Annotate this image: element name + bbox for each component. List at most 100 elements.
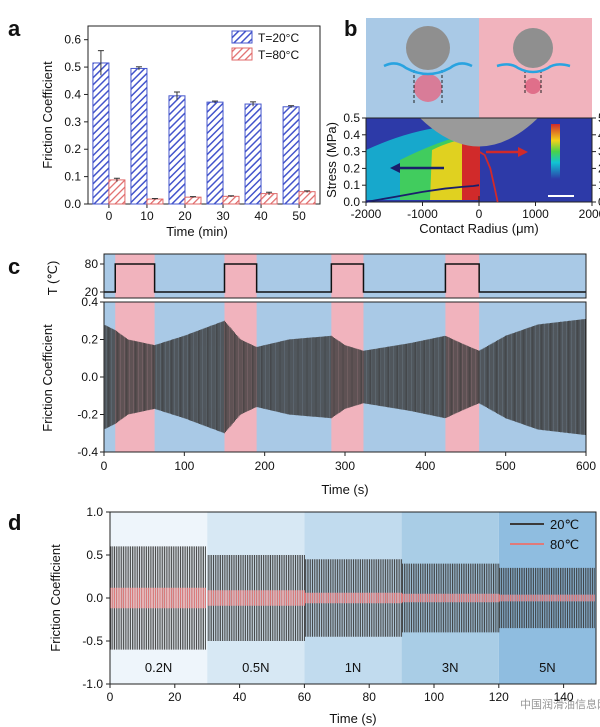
chart-b-ytick-label: 0.4 (343, 128, 360, 142)
bar-20c (168, 95, 186, 205)
legend-swatch-20c (231, 30, 253, 44)
chart-b-xtick-label: -2000 (351, 207, 382, 221)
chart-b-xtick-label: 1000 (522, 207, 549, 221)
chart-b: -2000 -1000 0 1000 2000 0.0 0.1 0.2 0.3 0.4 0.5 0 1 2… (324, 18, 600, 236)
chart-c-ttick-label: 80 (85, 257, 99, 271)
bar-80c (184, 196, 202, 205)
chart-c-ytick-label: 0.2 (81, 333, 98, 347)
bar-80c (146, 198, 164, 205)
chart-a-ytick-label: 0.3 (64, 115, 81, 129)
fem-arrowhead-left (390, 163, 400, 173)
schematic-membrane-cold (383, 62, 473, 76)
chart-b-xtick-label: 2000 (579, 207, 600, 221)
load-segment-label: 1N (345, 660, 362, 675)
chart-b-y2tick-label: 4 (598, 128, 600, 142)
hot-interval-friction (224, 302, 257, 452)
bar-80c (222, 195, 240, 205)
bar-80c (108, 179, 126, 205)
legend-swatch-80c (231, 47, 253, 61)
load-segment-label: 5N (539, 660, 556, 675)
panel-label-c: c (8, 254, 20, 279)
hot-interval-temp (445, 254, 480, 298)
stress-curve (478, 150, 499, 203)
chart-d-ytick-label: -1.0 (82, 677, 103, 691)
chart-d-frame (109, 511, 597, 685)
chart-d-ylabel: Friction Coefficient (48, 544, 63, 652)
chart-d-ytick-label: 0.5 (86, 548, 103, 562)
friction-trace-80c (110, 587, 595, 609)
chart-d-legend: 20℃ 80℃ (510, 517, 579, 552)
chart-d-xtick-label: 140 (554, 690, 574, 704)
load-segment-label: 0.5N (242, 660, 269, 675)
chart-d-xtick-label: 60 (298, 690, 312, 704)
fem-colorbar (551, 124, 560, 179)
chart-d-xtick-label: 80 (363, 690, 377, 704)
chart-a-legend: T=20°C T=80°C (231, 30, 299, 62)
chart-b-ytick-label: 0.1 (343, 178, 360, 192)
chart-c-ttick-label: 20 (85, 285, 99, 299)
legend-label-80c: T=80°C (258, 48, 299, 62)
chart-b-y2tick-label: 1 (598, 178, 600, 192)
chart-b-xlabel: Contact Radius (μm) (419, 221, 538, 236)
panel-label-a: a (8, 16, 21, 41)
chart-b-y2tick-label: 2 (598, 161, 600, 175)
schematic-contact-cold (414, 74, 442, 102)
chart-b-ylabel: Stress (MPa) (324, 122, 339, 198)
chart-c-ytick-label: 0.0 (81, 370, 98, 384)
chart-a-xlabel: Time (min) (166, 224, 228, 239)
temperature-trace (104, 263, 586, 293)
schematic-contact-hot (525, 78, 541, 94)
chart-b-ytick-label: 0.2 (343, 161, 360, 175)
chart-a-ytick-label: 0.0 (64, 197, 81, 211)
chart-d-ytick-label: -0.5 (82, 634, 103, 648)
legend-label-80c-d: 80℃ (550, 537, 579, 552)
legend-label-20c-d: 20℃ (550, 517, 579, 532)
hot-interval-temp (115, 254, 155, 298)
chart-c-xtick-label: 300 (335, 459, 355, 473)
chart-a-ytick-label: 0.2 (64, 142, 81, 156)
chart-a-ytick-label: 0.6 (64, 33, 81, 47)
chart-a: 0.0 0.1 0.2 0.3 0.4 0.5 0.6 0 10 20 30 40 50 T=20°C … (40, 25, 321, 239)
chart-b-ytick-label: 0.5 (343, 111, 360, 125)
chart-a-xtick-label: 30 (216, 209, 230, 223)
chart-b-ytick-label: 0.0 (343, 195, 360, 209)
hot-interval-temp (331, 254, 364, 298)
chart-d: 0.2N 0.5N 1N 3N 5N -1.0 -0.5 0.0 0.5 1.0 0 20 40 60 80… (48, 505, 600, 726)
chart-a-ytick-label: 0.5 (64, 60, 81, 74)
chart-c-xtick-label: 0 (101, 459, 108, 473)
chart-d-xtick-label: 20 (168, 690, 182, 704)
load-segment-label: 3N (442, 660, 459, 675)
watermark: 中国润滑油信息网 (520, 697, 600, 711)
temp-strip-frame (103, 253, 587, 299)
legend-label-20c: T=20°C (258, 31, 299, 45)
chart-d-xlabel: Time (s) (329, 711, 376, 726)
chart-c-y2label: T (℃) (45, 261, 60, 296)
hot-interval-friction (445, 302, 480, 452)
bar-20c (244, 103, 262, 205)
schematic-membrane-hot (496, 63, 571, 74)
bar-20c (92, 62, 110, 205)
chart-c-xtick-label: 100 (174, 459, 194, 473)
schematic-sphere-hot (513, 28, 553, 68)
chart-c-ylabel: Friction Coefficient (40, 324, 55, 432)
chart-d-ytick-label: 0.0 (86, 591, 103, 605)
chart-d-xtick-label: 40 (233, 690, 247, 704)
schematic-sphere-cold (406, 26, 450, 70)
fem-arrowhead-right (518, 147, 528, 157)
chart-c-xtick-label: 400 (415, 459, 435, 473)
chart-b-ytick-label: 0.3 (343, 145, 360, 159)
chart-a-frame (87, 25, 321, 205)
chart-a-xtick-label: 50 (292, 209, 306, 223)
chart-a-ytick-label: 0.1 (64, 170, 81, 184)
fem-indenter (420, 118, 538, 147)
chart-a-xtick-label: 0 (106, 209, 113, 223)
chart-c-ytick-label: 0.4 (81, 295, 98, 309)
load-segment-label: 0.2N (145, 660, 172, 675)
panel-label-b: b (344, 16, 357, 41)
chart-b-xtick-label: -1000 (407, 207, 438, 221)
chart-c-xtick-label: 500 (496, 459, 516, 473)
chart-d-ytick-label: 1.0 (86, 505, 103, 519)
chart-a-ytick-label: 0.4 (64, 87, 81, 101)
chart-a-xtick-label: 40 (254, 209, 268, 223)
